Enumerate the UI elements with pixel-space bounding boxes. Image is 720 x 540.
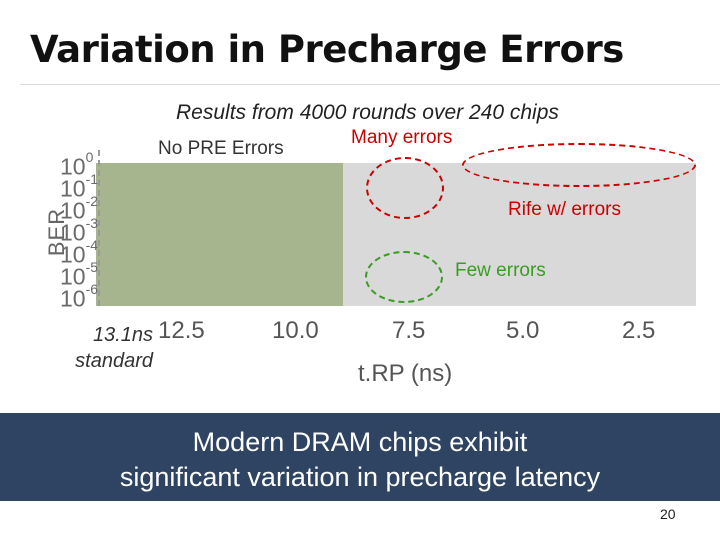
x-tick-label: 12.5 [158, 317, 205, 344]
region-label-no-errors: No PRE Errors [158, 138, 284, 159]
y-tick-label: 10-6 [60, 281, 99, 312]
banner-line-2: significant variation in precharge laten… [119, 462, 601, 492]
y-tick-label: 10-5 [60, 259, 99, 290]
chart-subtitle: Results from 4000 rounds over 240 chips [176, 101, 559, 124]
many-errors-highlight-wide [462, 143, 696, 187]
standard-latency-label: 13.1ns standard [75, 324, 153, 372]
y-axis-line [98, 150, 100, 306]
takeaway-banner: Modern DRAM chips exhibit significant va… [0, 413, 720, 501]
y-tick-label: 10-4 [60, 237, 99, 268]
x-tick-label: 7.5 [392, 317, 426, 344]
y-tick-label: 100 [60, 149, 94, 180]
page-number: 20 [660, 506, 676, 522]
y-tick-label: 10-1 [60, 171, 99, 202]
few-errors-highlight [365, 251, 443, 303]
x-tick-label: 5.0 [506, 317, 540, 344]
annotation-rife-errors: Rife w/ errors [508, 199, 621, 220]
region-label-many-errors: Many errors [351, 127, 453, 148]
y-tick-label: 10-3 [60, 215, 99, 246]
x-tick-label: 10.0 [272, 317, 319, 344]
y-tick-label: 10-2 [60, 193, 99, 224]
region-no-pre-errors [96, 163, 343, 306]
annotation-few-errors: Few errors [455, 260, 546, 281]
x-axis-label: t.RP (ns) [358, 360, 453, 387]
slide-title: Variation in Precharge Errors [30, 28, 624, 71]
banner-line-1: Modern DRAM chips exhibit [192, 427, 528, 457]
title-divider [20, 84, 720, 85]
many-errors-highlight [366, 157, 444, 219]
x-tick-label: 2.5 [622, 317, 656, 344]
